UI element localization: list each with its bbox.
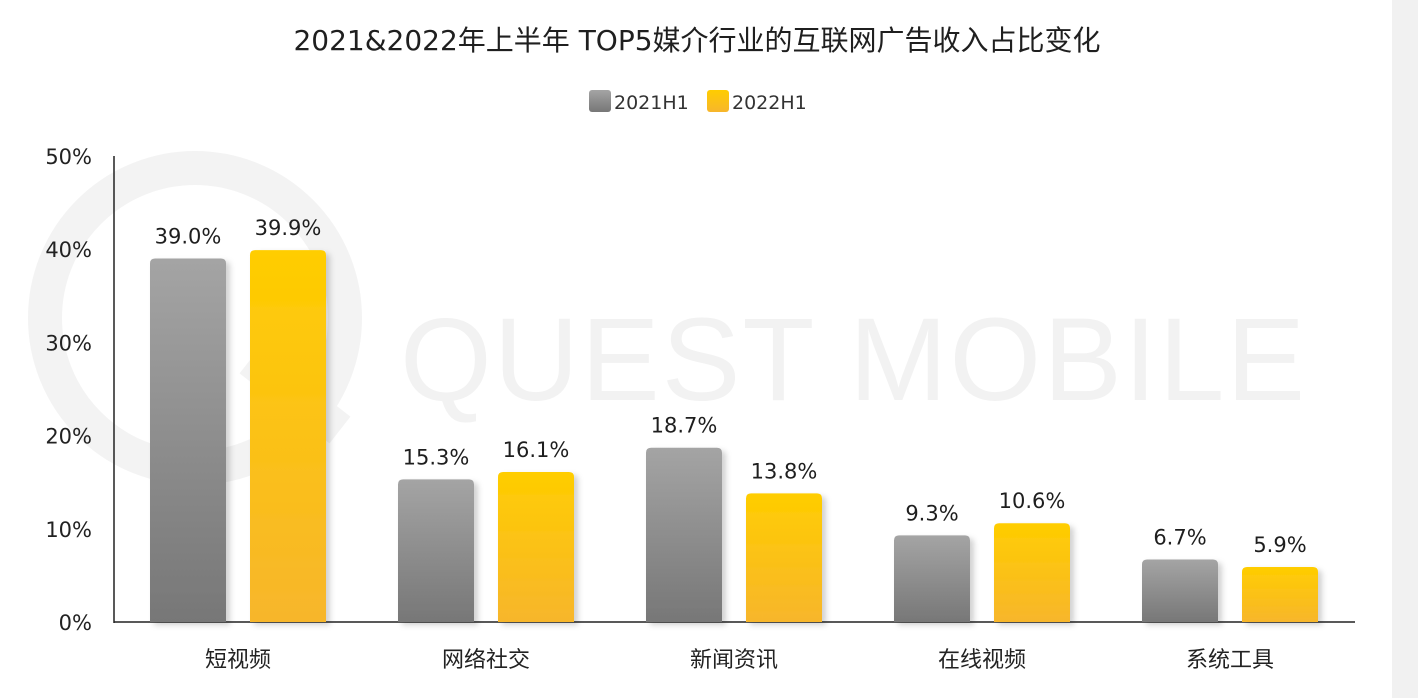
bar-2021h1-2 — [646, 447, 722, 622]
bar-2022h1-0 — [250, 250, 326, 622]
data-label-2022h1-0: 39.9% — [255, 216, 322, 240]
y-axis-ticks: 0% 10% 20% 30% 40% 50% — [45, 145, 92, 635]
data-label-2022h1-3: 10.6% — [999, 489, 1066, 513]
bar-2022h1-4 — [1242, 567, 1318, 622]
bar-2022h1-3 — [994, 523, 1070, 622]
y-tick-label: 50% — [45, 145, 92, 169]
category-label-3: 在线视频 — [938, 648, 1026, 673]
bar-2021h1-1 — [398, 479, 474, 622]
category-label-0: 短视频 — [205, 648, 271, 673]
right-edge-strip — [1392, 0, 1418, 698]
bar-2021h1-0 — [150, 258, 226, 622]
data-label-2021h1-0: 39.0% — [155, 225, 222, 249]
y-tick-label: 30% — [45, 331, 92, 355]
y-tick-label: 0% — [59, 611, 92, 635]
category-label-4: 系统工具 — [1186, 648, 1274, 673]
legend-swatch-2021h1 — [589, 90, 611, 112]
legend-label-2022h1: 2022H1 — [732, 92, 807, 114]
data-label-2021h1-4: 6.7% — [1153, 526, 1206, 550]
data-label-2021h1-1: 15.3% — [403, 445, 470, 469]
legend-label-2021h1: 2021H1 — [614, 92, 689, 114]
data-label-2021h1-3: 9.3% — [905, 501, 958, 525]
category-label-1: 网络社交 — [442, 648, 530, 673]
bar-2021h1-4 — [1142, 559, 1218, 622]
legend-swatch-2022h1 — [707, 90, 729, 112]
legend: 2021H1 2022H1 — [589, 90, 807, 114]
data-label-2022h1-4: 5.9% — [1253, 533, 1306, 557]
bars — [150, 250, 1318, 622]
data-labels: 39.0% 39.9% 15.3% 16.1% 18.7% 13.8% 9.3% 10.6% 6… — [155, 216, 1307, 557]
x-axis-categories: 短视频 网络社交 新闻资讯 在线视频 系统工具 — [205, 648, 1274, 673]
category-label-2: 新闻资讯 — [690, 648, 778, 673]
data-label-2021h1-2: 18.7% — [651, 414, 718, 438]
data-label-2022h1-1: 16.1% — [503, 438, 570, 462]
y-tick-label: 10% — [45, 518, 92, 542]
bar-2022h1-2 — [746, 493, 822, 622]
chart-title: 2021&2022年上半年 TOP5媒介行业的互联网广告收入占比变化 — [293, 24, 1100, 57]
data-label-2022h1-2: 13.8% — [751, 459, 818, 483]
watermark-text: QUEST MOBILE — [400, 294, 1307, 426]
bar-2022h1-1 — [498, 471, 574, 622]
bar-2021h1-3 — [894, 535, 970, 622]
y-tick-label: 20% — [45, 425, 92, 449]
y-tick-label: 40% — [45, 238, 92, 262]
